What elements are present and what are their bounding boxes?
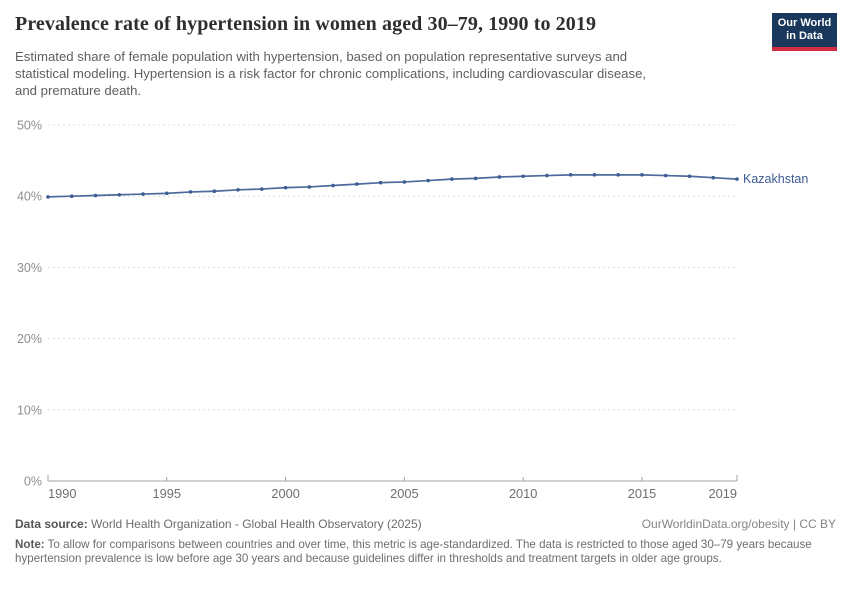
data-point[interactable]: [46, 195, 50, 199]
data-point[interactable]: [212, 189, 217, 194]
x-tick-label: 2019: [709, 486, 737, 501]
data-point[interactable]: [260, 187, 264, 191]
owid-license-link[interactable]: OurWorldinData.org/obesity | CC BY: [641, 517, 836, 531]
data-point[interactable]: [164, 191, 169, 196]
owid-logo[interactable]: Our World in Data: [772, 13, 837, 51]
data-point[interactable]: [69, 194, 74, 198]
data-point[interactable]: [331, 183, 335, 188]
x-tick-label: 2010: [509, 486, 537, 501]
owid-logo-line2: in Data: [786, 30, 823, 42]
y-tick-label: 30%: [17, 261, 42, 275]
x-tick-label: 1990: [48, 486, 76, 501]
data-point[interactable]: [568, 173, 573, 177]
chart-subtitle: Estimated share of female population wit…: [15, 49, 647, 98]
data-source-label: Data source:: [15, 517, 88, 531]
data-point[interactable]: [450, 177, 454, 181]
footer-source-row: Data source: World Health Organization -…: [15, 517, 836, 531]
data-point[interactable]: [307, 185, 312, 189]
page-title: Prevalence rate of hypertension in women…: [15, 13, 597, 35]
data-point[interactable]: [663, 173, 668, 178]
footer-note: Note: To allow for comparisons between c…: [15, 538, 837, 566]
data-point[interactable]: [497, 175, 502, 179]
data-point[interactable]: [592, 173, 597, 177]
data-point[interactable]: [93, 193, 98, 198]
data-point[interactable]: [735, 177, 739, 181]
data-point[interactable]: [355, 182, 359, 186]
y-tick-label: 20%: [17, 332, 42, 346]
data-point[interactable]: [616, 173, 621, 177]
data-point[interactable]: [473, 176, 478, 181]
x-tick-label: 1995: [153, 486, 181, 501]
line-chart: 0% 10% 20% 30% 40% 50% 1990 1995 2000 2005 2010 201…: [17, 119, 808, 502]
x-tick-label: 2005: [390, 486, 418, 501]
note-text: To allow for comparisons between countri…: [15, 538, 812, 565]
data-point[interactable]: [521, 174, 525, 179]
y-tick-label: 10%: [17, 403, 42, 417]
y-tick-label: 0%: [24, 475, 42, 489]
data-point[interactable]: [640, 173, 644, 177]
data-source: Data source: World Health Organization -…: [15, 517, 422, 531]
data-point[interactable]: [188, 190, 193, 194]
data-point[interactable]: [283, 185, 288, 190]
note-label: Note:: [15, 538, 45, 551]
y-tick-label: 40%: [17, 190, 42, 204]
x-tick-label: 2000: [271, 486, 299, 501]
data-point[interactable]: [711, 175, 716, 180]
data-point[interactable]: [378, 180, 383, 185]
data-point[interactable]: [117, 192, 122, 197]
y-tick-label: 50%: [17, 119, 42, 133]
data-point[interactable]: [426, 178, 430, 183]
data-point[interactable]: [545, 173, 549, 178]
data-point[interactable]: [141, 192, 145, 196]
owid-logo-line1: Our World: [777, 17, 832, 29]
data-point[interactable]: [402, 180, 407, 184]
x-tick-label: 2015: [628, 486, 656, 501]
data-point[interactable]: [687, 174, 692, 179]
data-source-text: World Health Organization - Global Healt…: [91, 517, 422, 531]
data-point[interactable]: [236, 187, 240, 192]
entity-label[interactable]: Kazakhstan: [743, 172, 808, 186]
kazakhstan-line[interactable]: [47, 173, 738, 198]
